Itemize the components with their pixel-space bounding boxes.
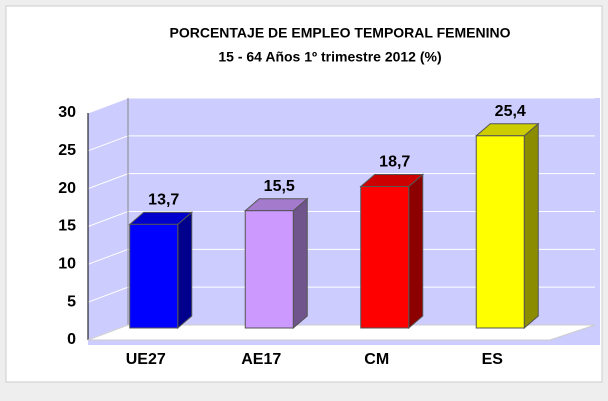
x-tick-label: AE17 [241, 351, 281, 368]
y-tick-label: 20 [58, 180, 76, 197]
x-tick-label: CM [364, 351, 389, 368]
bar [360, 186, 410, 329]
floor [87, 324, 596, 341]
bar [129, 223, 179, 329]
bar [244, 210, 294, 329]
chart-subtitle: 15 - 64 Años 1º trimestre 2012 (%) [218, 49, 441, 65]
x-tick-label: ES [482, 351, 504, 368]
value-label: 13,7 [148, 192, 179, 209]
chart-title: PORCENTAJE DE EMPLEO TEMPORAL FEMENINO [170, 25, 511, 41]
y-tick-label: 0 [67, 331, 76, 348]
y-tick-label: 10 [58, 256, 76, 273]
value-label: 18,7 [379, 154, 410, 171]
x-tick-label: UE27 [126, 351, 166, 368]
value-label: 15,5 [264, 178, 295, 195]
bar [475, 135, 525, 329]
bar-side [523, 122, 539, 330]
value-label: 25,4 [495, 103, 526, 120]
bar-side [177, 211, 193, 330]
y-tick-label: 30 [58, 104, 76, 121]
plot-area [88, 98, 600, 345]
y-tick-label: 5 [67, 293, 76, 310]
y-tick-label: 25 [58, 142, 76, 159]
y-tick-label: 15 [58, 218, 76, 235]
bar-side [292, 197, 308, 330]
bar-side [408, 173, 424, 330]
